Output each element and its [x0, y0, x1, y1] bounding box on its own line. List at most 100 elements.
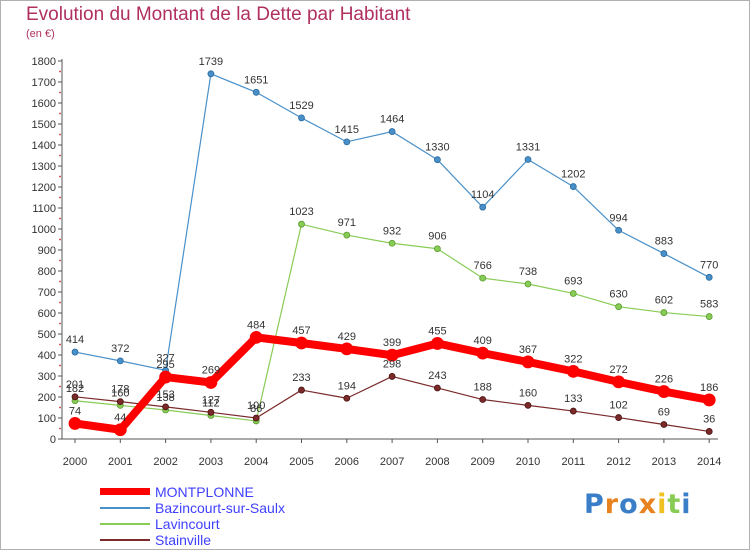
data-label: 455 [428, 325, 446, 337]
data-point [433, 245, 441, 253]
data-point [343, 394, 351, 402]
data-point [521, 355, 535, 369]
data-point [430, 337, 444, 350]
y-tick-label: 300 [38, 371, 56, 383]
data-label: 1104 [471, 189, 495, 201]
legend-swatch-stainville [100, 539, 150, 541]
data-point [71, 348, 79, 356]
y-tick-label: 1200 [32, 182, 56, 194]
data-point [388, 128, 396, 135]
y-tick-label: 700 [38, 287, 56, 299]
data-point [524, 280, 532, 288]
data-label: 367 [519, 344, 537, 356]
data-point [705, 313, 713, 320]
x-tick-label: 2014 [697, 456, 721, 468]
logo-letter: P [584, 489, 605, 520]
data-label: 971 [338, 217, 356, 229]
logo-letter: r [604, 489, 620, 520]
y-tick-label: 0 [50, 434, 56, 446]
data-point [207, 70, 215, 78]
data-label: 127 [202, 394, 220, 406]
data-label: 86 [250, 403, 262, 415]
y-tick-label: 1600 [32, 98, 56, 110]
data-point [657, 385, 671, 398]
y-tick-label: 1100 [32, 203, 56, 215]
data-point [343, 231, 351, 239]
data-label: 409 [474, 335, 492, 347]
legend-item-lavincourt: Lavincourt [100, 516, 360, 532]
data-label: 201 [66, 379, 84, 391]
legend-swatch-bazincourt [100, 507, 150, 509]
y-minor-tick [59, 238, 61, 241]
x-tick-label: 2005 [289, 456, 313, 468]
y-tick-label: 900 [38, 245, 56, 257]
x-tick-label: 2010 [516, 456, 540, 468]
x-tick-label: 2009 [470, 456, 494, 468]
data-point [660, 421, 668, 428]
data-point [479, 274, 487, 282]
logo-letter: t [667, 489, 682, 520]
data-point [569, 407, 577, 415]
data-point [524, 156, 532, 163]
data-label: 186 [700, 382, 718, 394]
x-tick-label: 2012 [606, 456, 630, 468]
y-tick-label: 1000 [32, 224, 56, 236]
data-label: 112 [202, 397, 220, 409]
legend-swatch-lavincourt [100, 523, 150, 525]
data-point [388, 239, 396, 247]
logo-letter: x [638, 489, 658, 520]
data-label: 327 [156, 352, 174, 364]
data-point [68, 417, 82, 430]
data-label: 738 [519, 266, 537, 278]
data-point [343, 138, 351, 146]
y-tick-label: 100 [38, 413, 56, 425]
data-point [705, 273, 713, 281]
data-point [615, 303, 622, 311]
x-tick-label: 2006 [335, 456, 359, 468]
y-minor-tick [59, 70, 61, 73]
data-point [615, 414, 622, 421]
data-point [162, 403, 170, 411]
x-tick-label: 2003 [199, 456, 223, 468]
data-label: 36 [703, 413, 715, 425]
data-label: 295 [156, 359, 174, 371]
legend-item-stainville: Stainville [100, 532, 360, 548]
y-minor-tick [59, 301, 61, 304]
data-label: 69 [658, 407, 670, 419]
y-minor-tick [59, 427, 61, 430]
y-minor-tick [59, 175, 61, 178]
data-point [340, 342, 354, 356]
data-label: 243 [428, 370, 446, 382]
data-label: 906 [428, 231, 446, 243]
logo-letter: i [657, 489, 668, 520]
data-point [298, 386, 305, 394]
y-minor-tick [59, 280, 61, 283]
x-tick-label: 2002 [153, 456, 177, 468]
y-minor-tick [59, 133, 61, 136]
data-label: 1464 [380, 114, 404, 126]
data-label: 194 [338, 380, 356, 392]
data-label: 138 [156, 392, 174, 404]
data-point [660, 309, 668, 316]
data-label: 182 [66, 383, 84, 395]
y-minor-tick [59, 385, 61, 388]
x-tick-label: 2000 [63, 456, 87, 468]
data-label: 160 [111, 387, 129, 399]
x-tick-label: 2008 [425, 456, 449, 468]
data-label: 1651 [244, 74, 268, 86]
y-minor-tick [59, 322, 61, 325]
data-point [569, 183, 577, 190]
data-point [204, 376, 218, 389]
data-point [71, 393, 79, 401]
y-tick-label: 800 [38, 266, 56, 278]
data-label: 932 [383, 225, 401, 237]
y-tick-label: 1800 [32, 56, 56, 68]
data-point [385, 348, 399, 362]
data-label: 100 [247, 400, 265, 412]
data-label: 1415 [335, 124, 359, 136]
data-label: 1330 [425, 142, 449, 154]
data-label: 994 [609, 212, 627, 224]
data-label: 883 [655, 236, 673, 248]
data-label: 766 [474, 260, 492, 272]
